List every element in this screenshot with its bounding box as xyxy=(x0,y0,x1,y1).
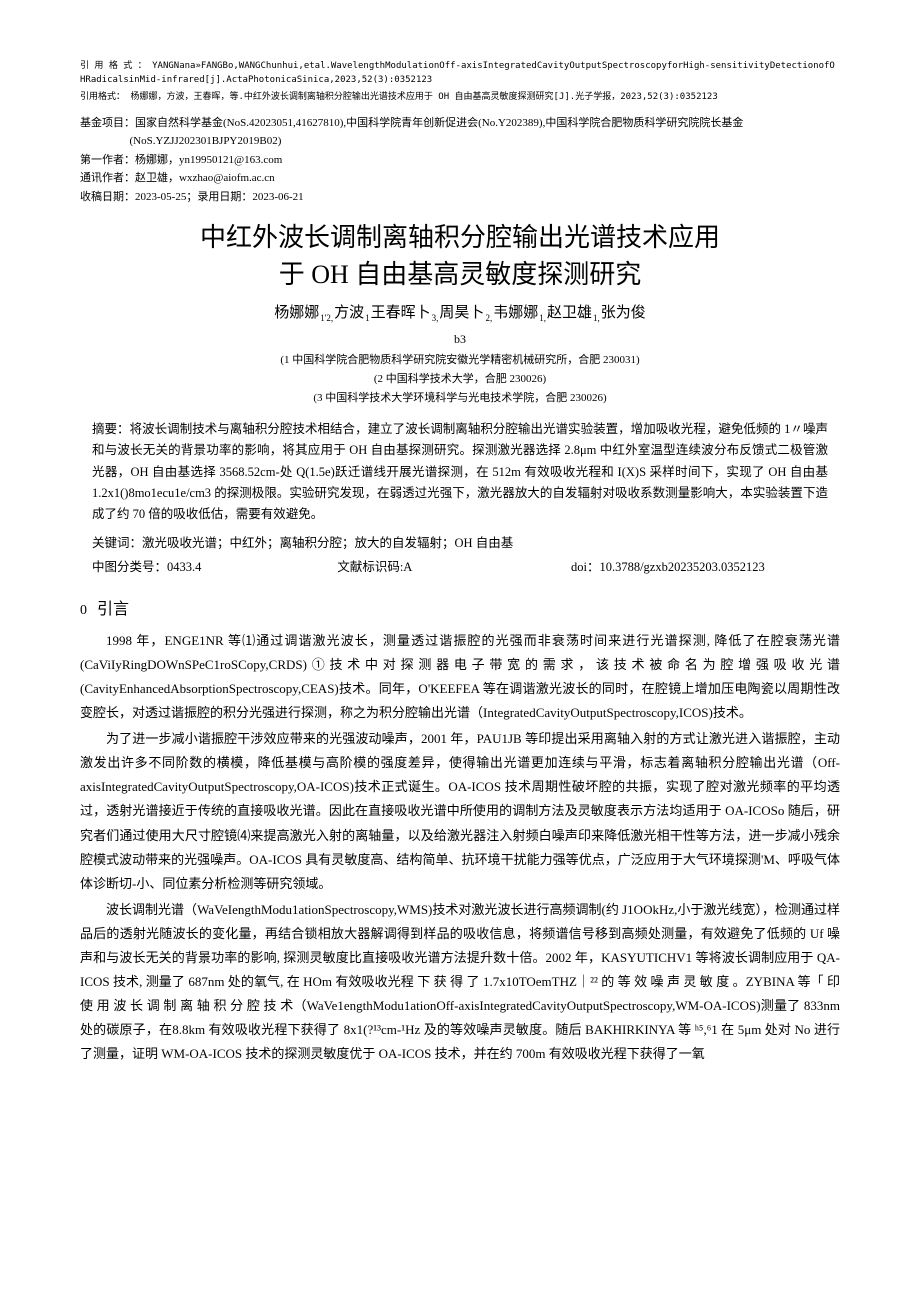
section-0-num: 0 xyxy=(80,603,87,618)
author-name: 张为俊 xyxy=(601,305,646,321)
author-affil-marker: 3, xyxy=(432,313,439,323)
authors-line2: b3 xyxy=(80,329,840,349)
abstract: 摘要：将波长调制技术与离轴积分腔技术相结合，建立了波长调制离轴积分腔输出光谱实验… xyxy=(92,419,828,525)
author-name: 赵卫雄 xyxy=(547,305,592,321)
citation-en-prefix: 引 用 格 式 ： xyxy=(80,61,147,71)
title-line2: 于 OH 自由基高灵敏度探测研究 xyxy=(279,260,642,289)
section-0-title: 引言 xyxy=(97,601,129,618)
paper-title: 中红外波长调制离轴积分腔输出光谱技术应用 于 OH 自由基高灵敏度探测研究 xyxy=(80,220,840,293)
dates-line: 收稿日期：2023-05-25；录用日期：2023-06-21 xyxy=(80,189,840,207)
first-author-line: 第一作者：杨娜娜，yn19950121@163.com xyxy=(80,152,840,170)
first-author-label: 第一作者： xyxy=(80,154,135,166)
author-name: 王春晖卜 xyxy=(371,305,431,321)
keywords-text: 激光吸收光谱；中红外；离轴积分腔；放大的自发辐射；OH 自由基 xyxy=(142,536,513,550)
clc-number: 中图分类号：0433.4 xyxy=(92,557,337,578)
first-author-text: 杨娜娜，yn19950121@163.com xyxy=(135,154,282,166)
author-affil-marker: 1, xyxy=(539,313,546,323)
authors-line1: 杨娜娜1'2,方波1王春晖卜3,周昊卜2,韦娜娜1,赵卫雄1,张为俊 xyxy=(80,301,840,327)
title-line1: 中红外波长调制离轴积分腔输出光谱技术应用 xyxy=(200,223,720,252)
doc-code: 文献标识码:A xyxy=(337,557,571,578)
affil-2: (2 中国科学技术大学，合肥 230026) xyxy=(80,370,840,389)
affil-3: (3 中国科学技术大学环境科学与光电技术学院，合肥 230026) xyxy=(80,389,840,408)
corr-author-line: 通讯作者：赵卫雄，wxzhao@aiofm.ac.cn xyxy=(80,170,840,188)
author-affil-marker: 1'2, xyxy=(320,313,333,323)
affiliations: (1 中国科学院合肥物质科学研究院安徽光学精密机械研究所，合肥 230031) … xyxy=(80,351,840,407)
affil-1: (1 中国科学院合肥物质科学研究院安徽光学精密机械研究所，合肥 230031) xyxy=(80,351,840,370)
body-para-1: 1998 年，ENGE1NR 等⑴通过调谐激光波长，测量透过谐振腔的光强而非衰荡… xyxy=(80,629,840,725)
citation-en: 引 用 格 式 ： YANGNana»FANGBo,WANGChunhui,et… xyxy=(80,60,840,87)
classification-line: 中图分类号：0433.4 文献标识码:A doi：10.3788/gzxb202… xyxy=(92,557,828,578)
corr-author-label: 通讯作者： xyxy=(80,172,135,184)
abstract-body: 将波长调制技术与离轴积分腔技术相结合，建立了波长调制离轴积分腔输出光谱实验装置，… xyxy=(92,422,828,521)
author-name: 周昊卜 xyxy=(439,305,484,321)
author-affil-marker: 2, xyxy=(485,313,492,323)
citation-cn: 引用格式： 杨娜娜，方波，王春晖，等.中红外波长调制离轴积分腔输出光谱技术应用于… xyxy=(80,91,840,105)
body-para-2: 为了进一步减小谐振腔干涉效应带来的光强波动噪声，2001 年，PAU1JB 等印… xyxy=(80,727,840,895)
abstract-label: 摘要： xyxy=(92,422,130,436)
citation-en-body: YANGNana»FANGBo,WANGChunhui,etal.Wavelen… xyxy=(80,61,835,85)
dates-text: 2023-05-25；录用日期：2023-06-21 xyxy=(135,191,304,203)
author-name: 方波 xyxy=(334,305,364,321)
keywords-label: 关键词： xyxy=(92,536,142,550)
author-name: 杨娜娜 xyxy=(274,305,319,321)
funding-label: 基金项目： xyxy=(80,117,135,129)
citation-cn-body: 杨娜娜，方波，王春晖，等.中红外波长调制离轴积分腔输出光谱技术应用于 OH 自由… xyxy=(130,92,717,102)
section-0-heading: 0 引言 xyxy=(80,596,840,623)
author-name: 韦娜娜 xyxy=(493,305,538,321)
author-affil-marker: 1, xyxy=(593,313,600,323)
author-affil-marker: 1 xyxy=(365,313,370,323)
body-para-3: 波长调制光谱（WaVeIengthModu1ationSpectroscopy,… xyxy=(80,898,840,1066)
funding-line2: (NoS.YZJJ202301BJPY2019B02) xyxy=(80,133,840,151)
funding-text: 国家自然科学基金(NoS.42023051,41627810),中国科学院青年创… xyxy=(135,117,743,129)
funding-line: 基金项目：国家自然科学基金(NoS.42023051,41627810),中国科… xyxy=(80,115,840,133)
dates-label: 收稿日期： xyxy=(80,191,135,203)
keywords: 关键词：激光吸收光谱；中红外；离轴积分腔；放大的自发辐射；OH 自由基 xyxy=(92,533,828,554)
citation-cn-prefix: 引用格式： xyxy=(80,92,125,102)
doi: doi：10.3788/gzxb20235203.0352123 xyxy=(571,557,828,578)
corr-author-text: 赵卫雄，wxzhao@aiofm.ac.cn xyxy=(135,172,275,184)
meta-block: 基金项目：国家自然科学基金(NoS.42023051,41627810),中国科… xyxy=(80,115,840,207)
